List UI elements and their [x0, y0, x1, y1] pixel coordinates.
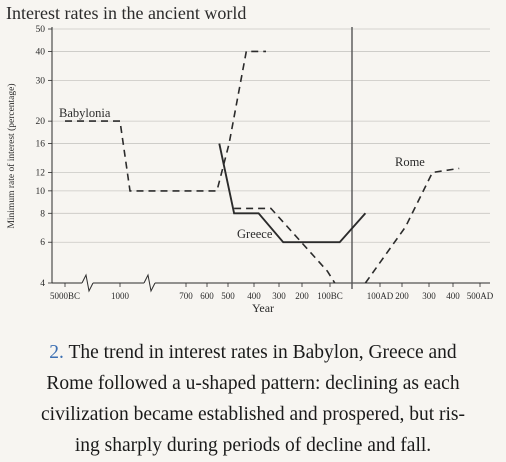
series-line-3 — [364, 167, 460, 284]
chart-svg: Interest rates in the ancient world 4 6 8 10… — [6, 3, 494, 315]
y-axis-title: Minimum rate of interest (percentage) — [6, 83, 17, 228]
caption-line-2: Rome followed a u-shaped pattern: declin… — [46, 373, 460, 394]
y-tick-label: 30 — [36, 76, 46, 86]
y-tick-label: 6 — [40, 238, 45, 248]
x-tick-label: 100BC — [317, 291, 343, 301]
series-line-1 — [218, 143, 367, 244]
y-tick-label: 8 — [40, 209, 45, 219]
x-tick-label: 400 — [446, 291, 460, 301]
x-tick-label: 300 — [422, 291, 436, 301]
axis-break — [143, 273, 156, 293]
x-tick-label: 5000BC — [50, 291, 80, 301]
y-tick-label: 50 — [36, 25, 46, 35]
x-tick-label: 500 — [221, 291, 235, 301]
x-tick-label: 1000 — [111, 291, 130, 301]
label-rome: Rome — [395, 155, 425, 169]
x-tick-label: 200 — [395, 291, 409, 301]
x-tick-label: 500AD — [467, 291, 494, 301]
x-tick-label: 200 — [295, 291, 309, 301]
chart-title: Interest rates in the ancient world — [6, 3, 246, 23]
series-line-0 — [65, 50, 266, 192]
y-tick-label: 40 — [36, 47, 46, 57]
y-tick-label: 12 — [36, 169, 46, 179]
y-tick-label: 10 — [36, 187, 46, 197]
y-tick-label: 20 — [36, 117, 46, 127]
label-babylonia: Babylonia — [59, 106, 111, 120]
y-tick-label: 16 — [36, 140, 46, 150]
axis-break — [81, 273, 94, 293]
y-tick-label: 4 — [40, 279, 45, 289]
caption-number: 2. — [49, 342, 69, 363]
series-line-2 — [234, 207, 336, 284]
caption-line-4: ing sharply during periods of decline an… — [74, 435, 432, 456]
x-tick-label: 100AD — [367, 291, 394, 301]
caption-line-1: The trend in interest rates in Babylon, … — [68, 342, 457, 363]
chart-figure: Interest rates in the ancient world 4 6 8 10… — [6, 3, 494, 315]
x-tick-label: 700 — [179, 291, 193, 301]
label-greece: Greece — [237, 227, 273, 241]
figure-caption: 2. The trend in interest rates in Babylo… — [10, 337, 496, 461]
x-tick-label: 600 — [200, 291, 214, 301]
x-tick-label: 300 — [272, 291, 286, 301]
x-axis-title: Year — [252, 301, 274, 315]
x-tick-label: 400 — [247, 291, 261, 301]
caption-line-3: civilization became established and pros… — [41, 404, 465, 425]
